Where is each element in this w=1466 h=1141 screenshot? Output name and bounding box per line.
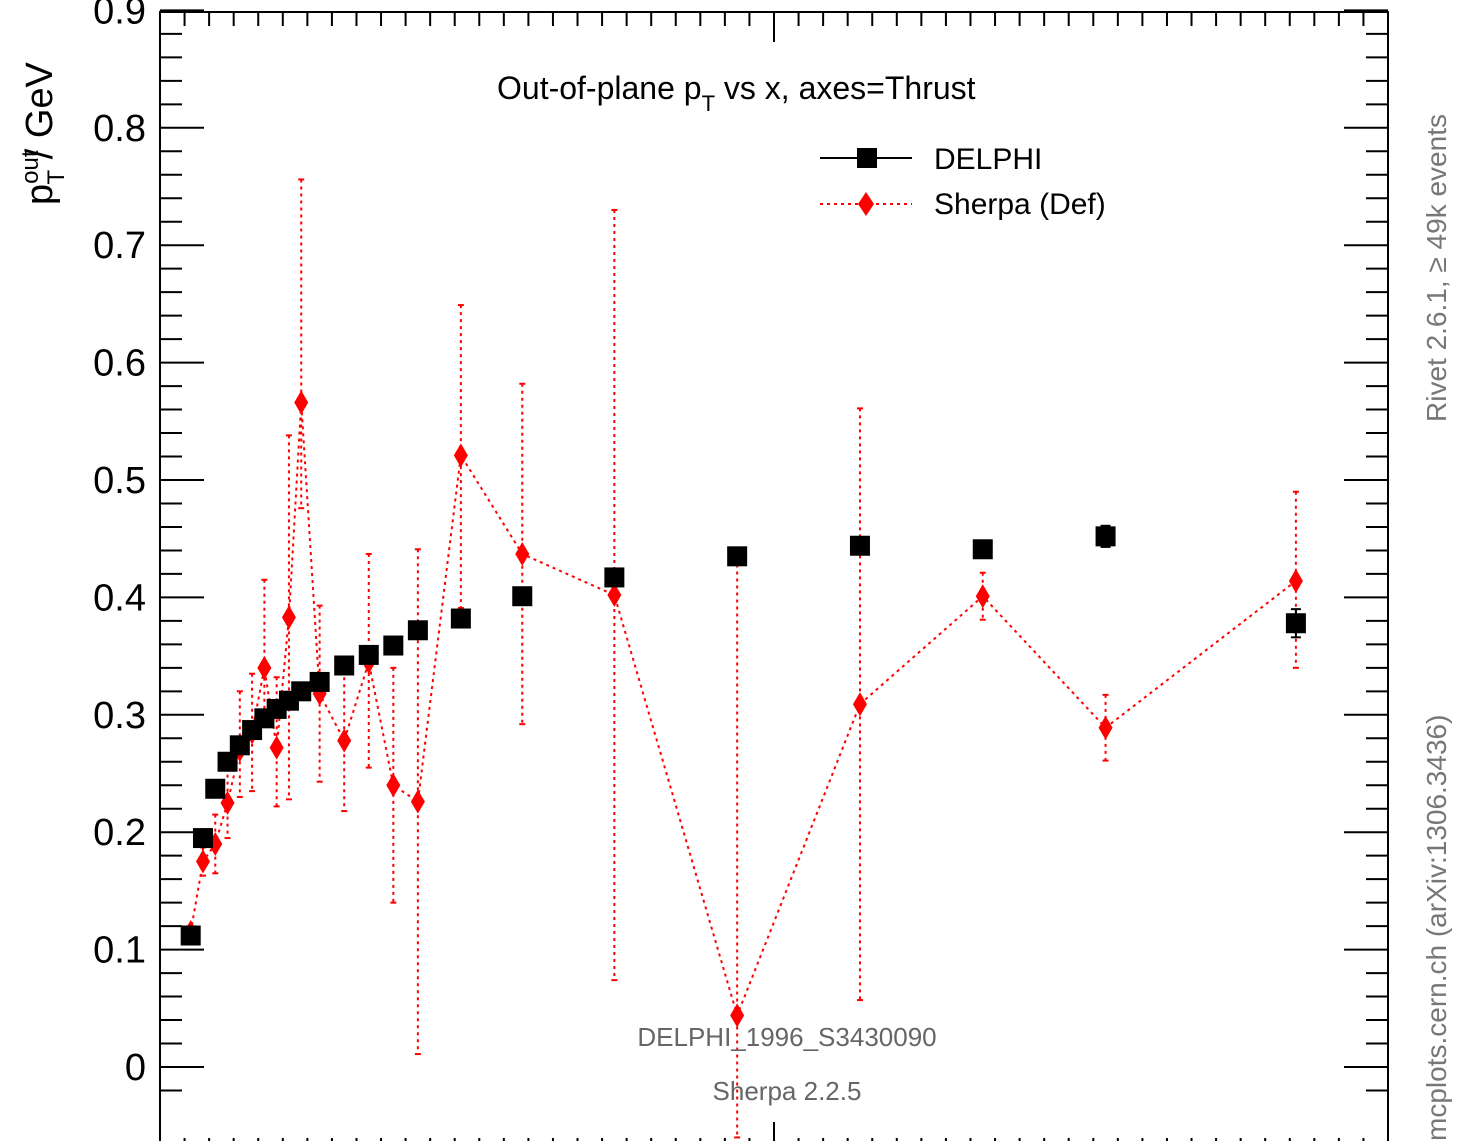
plot-frame (159, 11, 1389, 1141)
legend-sherpa-marker (858, 192, 874, 216)
sherpa-point (453, 443, 468, 468)
delphi-point (309, 671, 330, 692)
delphi-point (229, 735, 250, 756)
sherpa-point (294, 390, 309, 415)
delphi-point (407, 620, 428, 641)
y-tick-label: 0.2 (93, 812, 146, 854)
y-tick-label: 0.9 (93, 0, 146, 32)
y-tick-label: 0 (125, 1047, 146, 1089)
y-tick-label: 0.8 (93, 108, 146, 150)
sherpa-point (975, 584, 990, 609)
analysis-label: DELPHI_1996_S3430090 (637, 1022, 936, 1052)
delphi-point (604, 567, 625, 588)
delphi-point (512, 586, 533, 607)
delphi-point (450, 608, 471, 629)
sherpa-point (257, 655, 272, 680)
y-tick-label: 0.7 (93, 225, 146, 267)
delphi-point (1095, 526, 1116, 547)
delphi-point (291, 681, 312, 702)
sherpa-point (515, 541, 530, 566)
sherpa-point (1288, 568, 1303, 593)
delphi-point (383, 635, 404, 656)
mcplots-label: mcplots.cern.ch (arXiv:1306.3436) (1421, 715, 1452, 1141)
legend: DELPHI Sherpa (Def) (820, 143, 1106, 221)
y-tick-label: 0.3 (93, 695, 146, 737)
sherpa-point (195, 849, 210, 874)
delphi-point (849, 535, 870, 556)
sherpa-point (730, 1003, 745, 1028)
delphi-point (358, 644, 379, 665)
delphi-point (1285, 613, 1306, 634)
delphi-point (217, 751, 238, 772)
delphi-point (205, 778, 226, 799)
legend-delphi-label: DELPHI (934, 143, 1042, 176)
y-tick-labels: 0 0.1 0.2 0.3 0.4 0.5 0.6 0.7 0.8 0.9 (93, 0, 146, 1089)
sherpa-point (386, 773, 401, 798)
y-tick-label: 0.1 (93, 930, 146, 972)
sherpa-point (1098, 715, 1113, 740)
delphi-point (972, 539, 993, 560)
generator-label: Sherpa 2.2.5 (713, 1076, 862, 1106)
sherpa-point (269, 735, 284, 760)
delphi-point (192, 828, 213, 849)
y-tick-label: 0.4 (93, 577, 146, 619)
delphi-point (180, 925, 201, 946)
delphi-point (727, 546, 748, 567)
y-tick-label: 0.5 (93, 460, 146, 502)
sherpa-point (852, 692, 867, 717)
series-delphi (180, 524, 1306, 946)
sherpa-point (410, 789, 425, 814)
y-tick-label: 0.6 (93, 343, 146, 385)
axis-ticks (160, 9, 1388, 1141)
sherpa-point (607, 583, 622, 608)
sherpa-line (189, 402, 1297, 1019)
sherpa-point (281, 605, 296, 630)
rivet-version-label: Rivet 2.6.1, ≥ 49k events (1421, 114, 1452, 422)
y-axis-label: poutT / GeV (17, 61, 70, 205)
plot-title: Out-of-plane pT vs x, axes=Thrust (497, 70, 976, 116)
delphi-point (334, 655, 355, 676)
legend-sherpa-label: Sherpa (Def) (934, 188, 1106, 221)
legend-delphi-marker (857, 148, 877, 168)
sherpa-point (337, 728, 352, 753)
